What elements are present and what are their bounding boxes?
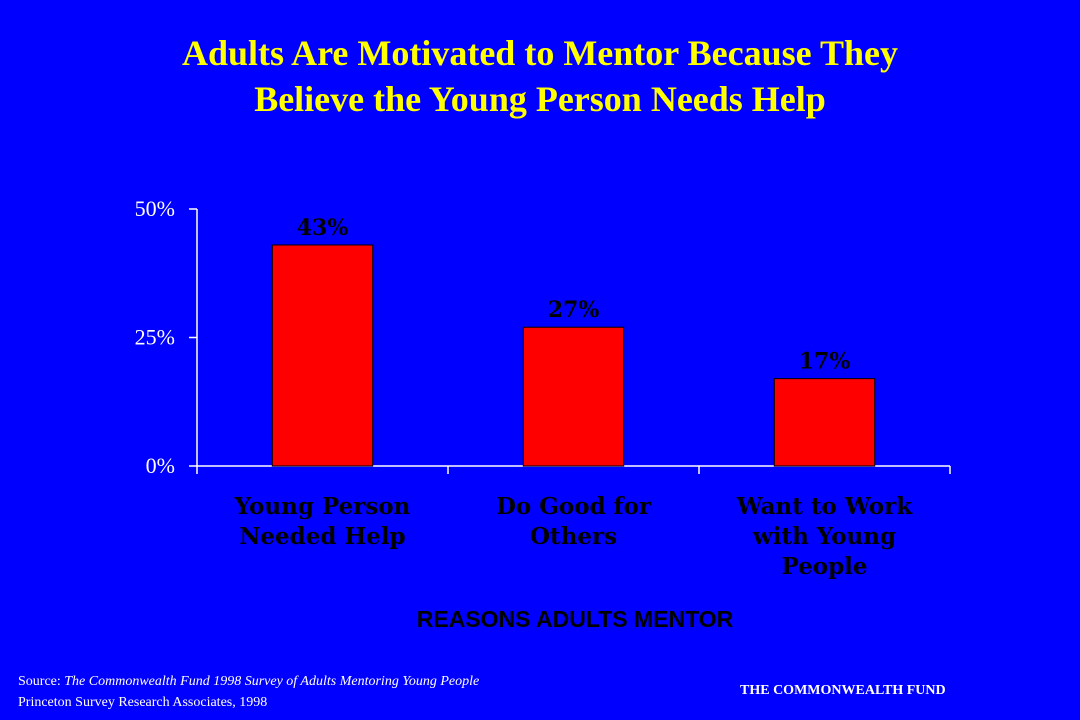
bar [773, 378, 876, 467]
chart-title-line-1: Adults Are Motivated to Mentor Because T… [182, 33, 898, 73]
data-label: 27% [548, 297, 600, 323]
category-label: Young Person [234, 493, 411, 520]
bar-chart: 0% 25% 50% 43% Young Person Needed Help 27% Do… [135, 196, 951, 580]
source-prefix: Source: [18, 674, 65, 689]
footer-brand: THE COMMONWEALTH FUND [740, 683, 946, 698]
source-title: The Commonwealth Fund 1998 Survey of Adu… [64, 674, 480, 689]
y-tick-label: 25% [135, 325, 175, 350]
y-tick-label: 50% [135, 196, 175, 221]
chart-title: Adults Are Motivated to Mentor Because T… [0, 30, 1080, 122]
bar [271, 244, 374, 467]
chart-axes: 0% 25% 50% [135, 196, 951, 478]
category-label: People [781, 553, 867, 580]
chart-title-line-2: Believe the Young Person Needs Help [254, 79, 826, 119]
data-label: 43% [297, 215, 349, 241]
bar [522, 326, 625, 467]
chart-bars [271, 244, 876, 467]
category-label: Want to Work [736, 493, 913, 520]
data-label: 17% [799, 349, 851, 375]
category-label: Needed Help [239, 523, 405, 550]
chart-labels: 43% Young Person Needed Help 27% Do Good for… [234, 215, 914, 580]
source-note: Source: The Commonwealth Fund 1998 Surve… [18, 671, 479, 713]
x-axis-label: REASONS ADULTS MENTOR [416, 606, 734, 632]
y-tick-label: 0% [146, 453, 175, 478]
category-label: with Young [752, 523, 896, 550]
category-label: Do Good for [496, 493, 652, 520]
source-publisher: Princeton Survey Research Associates, 19… [18, 695, 268, 710]
category-label: Others [530, 523, 617, 550]
